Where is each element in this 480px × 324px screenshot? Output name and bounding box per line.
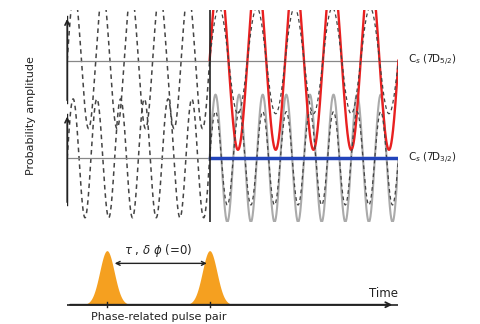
Text: C$_s$ (7D$_{5/2}$): C$_s$ (7D$_{5/2}$) [408, 53, 457, 68]
Text: $\tau$ , $\delta$ $\phi$ (=0): $\tau$ , $\delta$ $\phi$ (=0) [124, 242, 192, 259]
Text: Probability amplitude: Probability amplitude [26, 56, 36, 175]
Text: Time: Time [370, 287, 398, 300]
Text: C$_s$ (7D$_{3/2}$): C$_s$ (7D$_{3/2}$) [408, 151, 457, 166]
Text: Phase-related pulse pair: Phase-related pulse pair [91, 312, 226, 322]
